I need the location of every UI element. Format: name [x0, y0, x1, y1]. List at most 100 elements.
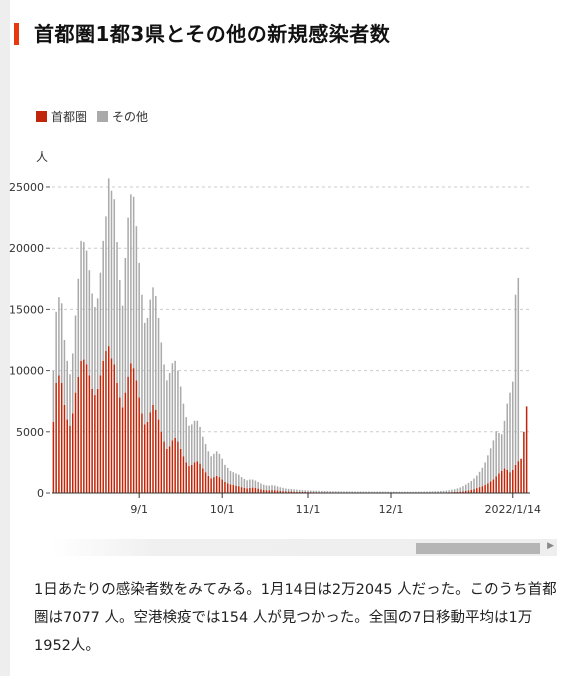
bar-other[interactable]	[406, 491, 409, 493]
bar-other[interactable]	[415, 491, 417, 493]
bar-other[interactable]	[500, 434, 503, 471]
bar-other[interactable]	[437, 491, 439, 493]
bar-other[interactable]	[326, 491, 329, 493]
bar-other[interactable]	[96, 298, 99, 389]
bar-metro[interactable]	[160, 431, 163, 493]
bar-metro[interactable]	[487, 483, 489, 493]
bar-other[interactable]	[268, 485, 270, 491]
bar-metro[interactable]	[484, 485, 486, 493]
bar-metro[interactable]	[190, 464, 193, 493]
bar-metro[interactable]	[105, 351, 107, 493]
bar-other[interactable]	[204, 444, 207, 473]
bar-metro[interactable]	[185, 462, 187, 493]
bar-metro[interactable]	[478, 487, 481, 493]
bar-metro[interactable]	[91, 388, 93, 493]
bar-metro[interactable]	[74, 392, 77, 493]
bar-other[interactable]	[312, 490, 315, 493]
bar-metro[interactable]	[271, 490, 273, 493]
bar-metro[interactable]	[80, 360, 82, 493]
bar-other[interactable]	[107, 178, 110, 347]
bar-other[interactable]	[182, 403, 185, 457]
bar-metro[interactable]	[213, 477, 215, 493]
bar-other[interactable]	[484, 462, 486, 486]
bar-other[interactable]	[251, 479, 254, 488]
bar-other[interactable]	[440, 491, 442, 493]
bar-other[interactable]	[420, 491, 423, 493]
bar-other[interactable]	[409, 491, 412, 493]
bar-other[interactable]	[157, 317, 160, 420]
bar-metro[interactable]	[265, 490, 268, 493]
bar-metro[interactable]	[268, 490, 270, 493]
bar-other[interactable]	[285, 488, 287, 492]
bar-other[interactable]	[138, 262, 140, 398]
bar-other[interactable]	[470, 481, 473, 490]
bar-metro[interactable]	[149, 412, 151, 493]
bar-metro[interactable]	[500, 470, 503, 493]
bar-other[interactable]	[512, 381, 514, 470]
bar-other[interactable]	[132, 196, 135, 369]
bar-other[interactable]	[464, 484, 467, 491]
bar-other[interactable]	[296, 489, 298, 492]
bar-metro[interactable]	[232, 485, 235, 493]
bar-metro[interactable]	[121, 407, 124, 493]
bar-other[interactable]	[334, 491, 337, 493]
bar-other[interactable]	[298, 489, 301, 492]
bar-metro[interactable]	[282, 491, 284, 493]
bar-other[interactable]	[451, 489, 453, 493]
bar-metro[interactable]	[473, 489, 475, 493]
bar-metro[interactable]	[138, 397, 140, 493]
bar-metro[interactable]	[498, 473, 500, 493]
bar-other[interactable]	[489, 448, 492, 482]
bar-other[interactable]	[80, 240, 82, 361]
bar-metro[interactable]	[77, 376, 80, 493]
bar-other[interactable]	[384, 491, 387, 493]
bar-metro[interactable]	[66, 419, 68, 493]
bar-other[interactable]	[348, 491, 351, 493]
bar-other[interactable]	[318, 490, 320, 493]
bar-other[interactable]	[91, 293, 93, 389]
bar-other[interactable]	[60, 303, 63, 383]
bar-other[interactable]	[340, 491, 342, 493]
bar-other[interactable]	[124, 257, 127, 393]
bar-other[interactable]	[74, 315, 77, 393]
bar-metro[interactable]	[215, 475, 218, 493]
bar-other[interactable]	[196, 420, 199, 462]
bar-metro[interactable]	[243, 487, 246, 493]
bar-metro[interactable]	[257, 488, 259, 493]
bar-other[interactable]	[404, 491, 406, 493]
bar-other[interactable]	[71, 353, 74, 414]
bar-other[interactable]	[309, 490, 312, 493]
bar-metro[interactable]	[152, 404, 154, 493]
bar-other[interactable]	[362, 491, 365, 493]
bar-metro[interactable]	[130, 363, 132, 493]
bar-other[interactable]	[152, 287, 154, 405]
bar-metro[interactable]	[235, 485, 237, 493]
bar-other[interactable]	[94, 306, 96, 396]
bar-other[interactable]	[390, 491, 392, 493]
bar-other[interactable]	[376, 491, 378, 493]
bar-other[interactable]	[514, 294, 517, 465]
bar-other[interactable]	[127, 217, 129, 377]
bar-metro[interactable]	[467, 490, 470, 493]
bar-other[interactable]	[121, 305, 124, 408]
bar-metro[interactable]	[517, 461, 520, 493]
bar-metro[interactable]	[204, 472, 207, 493]
bar-other[interactable]	[343, 491, 345, 493]
bar-metro[interactable]	[107, 346, 110, 493]
bar-other[interactable]	[274, 485, 276, 491]
bar-metro[interactable]	[523, 431, 525, 493]
bar-other[interactable]	[226, 467, 229, 484]
bar-metro[interactable]	[60, 382, 63, 493]
bar-metro[interactable]	[296, 491, 298, 493]
bar-other[interactable]	[287, 488, 290, 492]
bar-other[interactable]	[265, 485, 268, 491]
bar-metro[interactable]	[489, 481, 492, 493]
bar-other[interactable]	[395, 491, 398, 493]
bar-other[interactable]	[143, 322, 146, 425]
bar-metro[interactable]	[143, 424, 146, 493]
bar-other[interactable]	[246, 480, 248, 489]
bar-other[interactable]	[190, 424, 193, 465]
bar-metro[interactable]	[462, 491, 464, 493]
bar-metro[interactable]	[293, 491, 295, 493]
bar-other[interactable]	[401, 491, 403, 493]
